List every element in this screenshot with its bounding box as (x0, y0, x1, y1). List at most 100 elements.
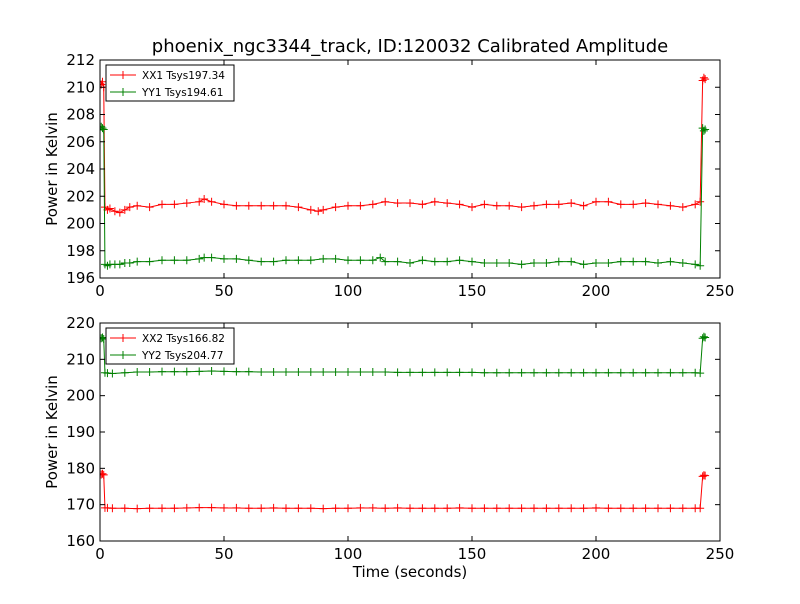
x-tick-label: 100 (334, 282, 363, 300)
data-point (468, 368, 476, 377)
data-point (195, 503, 204, 512)
data-point (579, 368, 588, 377)
data-point (629, 368, 638, 377)
data-point (200, 253, 209, 262)
data-point (182, 367, 191, 376)
data-point (666, 257, 675, 266)
data-point (232, 503, 241, 512)
y-tick-label: 196 (66, 269, 95, 287)
x-tick-label: 250 (706, 282, 735, 300)
data-point (120, 504, 129, 513)
data-point (480, 259, 489, 268)
data-point (699, 332, 708, 341)
data-point (455, 200, 464, 209)
data-point (306, 504, 315, 513)
data-point (530, 504, 538, 513)
data-point (105, 204, 114, 213)
data-point (604, 504, 613, 513)
legend-label: YY2 Tsys204.77 (141, 350, 223, 362)
data-point (120, 368, 129, 377)
data-point (406, 368, 414, 377)
y-tick-label: 210 (66, 78, 95, 96)
y-tick-label: 210 (66, 350, 95, 368)
data-point (579, 201, 588, 210)
data-point (505, 504, 514, 513)
data-point (133, 504, 142, 513)
x-tick-label: 200 (582, 545, 611, 563)
y-tick-label: 200 (66, 215, 95, 233)
data-point (244, 367, 253, 376)
data-point (654, 504, 662, 513)
data-point (344, 201, 352, 210)
legend-label: YY1 Tsys194.61 (141, 87, 223, 99)
data-point (604, 197, 613, 206)
data-point (517, 203, 526, 212)
data-point (592, 197, 600, 206)
data-point (244, 504, 253, 513)
legend-marker (119, 88, 127, 96)
legend-marker (119, 351, 127, 359)
data-point (319, 254, 328, 263)
legend-label: XX2 Tsys166.82 (142, 333, 225, 345)
data-point (406, 259, 414, 268)
data-point (505, 259, 514, 268)
data-point (269, 503, 278, 512)
data-point (133, 257, 142, 266)
x-tick-label: 250 (706, 545, 735, 563)
data-point (294, 256, 303, 265)
data-point (530, 201, 538, 210)
data-point (145, 368, 154, 377)
data-point (430, 368, 439, 377)
data-point (505, 368, 514, 377)
y-tick-label: 206 (66, 133, 95, 151)
data-point (517, 504, 526, 513)
data-point (207, 197, 216, 206)
data-point (170, 256, 179, 265)
data-point (517, 260, 526, 269)
data-point (406, 199, 414, 208)
data-point (468, 203, 476, 212)
data-point (115, 208, 124, 217)
y-axis-label: Power in Kelvin (43, 112, 61, 226)
data-point (579, 504, 588, 513)
data-point (666, 504, 675, 513)
data-point (100, 469, 107, 478)
y-axis-label: Power in Kelvin (43, 375, 61, 489)
subplot-1: 0 50 100 150 200 250 196 198 200 202 204 206 208 210 2… (43, 51, 734, 300)
data-point (182, 199, 191, 208)
data-point (542, 368, 551, 377)
data-point (492, 259, 501, 268)
data-point (376, 253, 385, 262)
data-point (220, 254, 228, 263)
data-point (368, 256, 377, 265)
data-point (641, 199, 650, 208)
series-2 (100, 332, 710, 378)
data-point (319, 368, 328, 377)
data-point (306, 256, 315, 265)
data-point (100, 77, 107, 86)
data-point (100, 333, 107, 342)
data-point (195, 197, 204, 206)
data-point (654, 259, 662, 268)
data-point (368, 368, 377, 377)
data-point (356, 368, 365, 377)
data-point (616, 504, 625, 513)
data-point (331, 368, 340, 377)
data-point (232, 254, 241, 263)
x-tick-label: 150 (458, 282, 487, 300)
data-point (120, 205, 129, 214)
data-point (158, 367, 166, 376)
data-point (207, 503, 216, 512)
data-point (616, 257, 625, 266)
data-point (170, 367, 179, 376)
data-point (468, 504, 476, 513)
data-point (542, 259, 551, 268)
data-point (430, 257, 439, 266)
data-point (542, 200, 551, 209)
data-point (678, 259, 687, 268)
data-point (567, 504, 576, 513)
data-point (554, 257, 563, 266)
data-point (666, 368, 675, 377)
data-point (393, 199, 402, 208)
